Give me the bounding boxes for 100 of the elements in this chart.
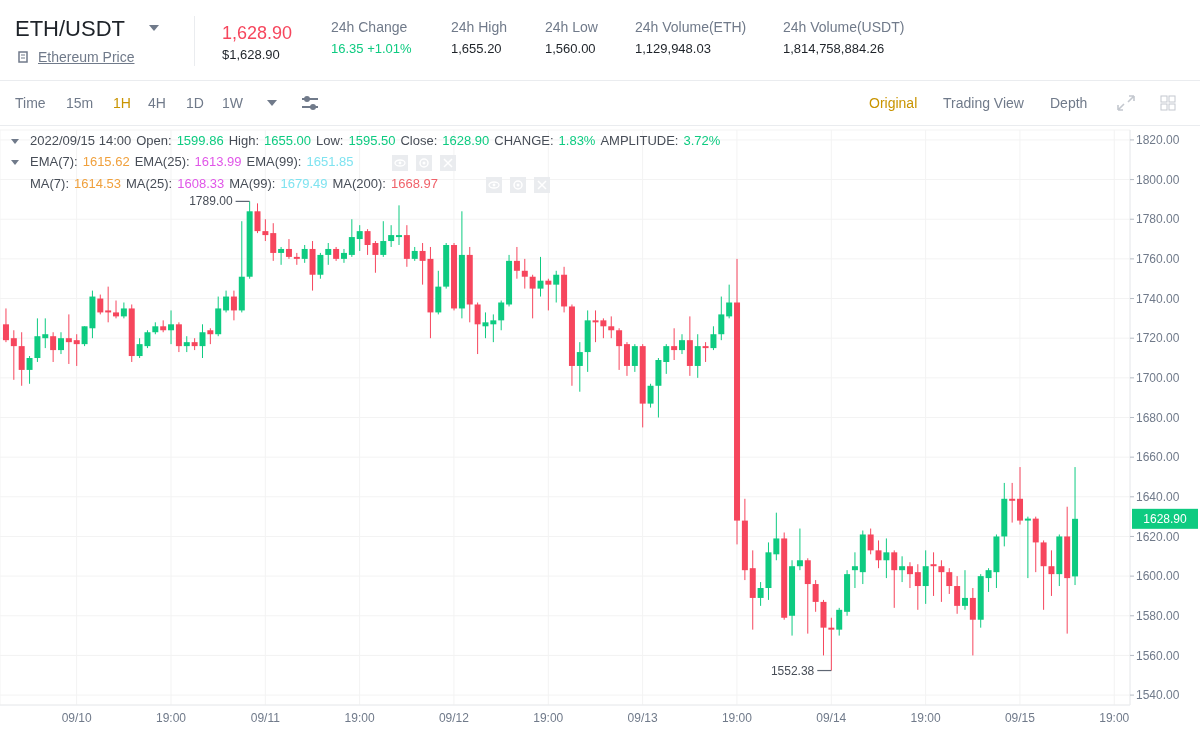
candlestick	[867, 528, 874, 555]
candlestick	[694, 333, 701, 379]
annotation: 1613.99	[194, 154, 242, 170]
candlestick	[828, 617, 835, 672]
candlestick	[663, 343, 670, 375]
candlestick	[380, 220, 387, 258]
text: 4H	[148, 95, 166, 112]
candlestick	[851, 551, 858, 589]
text: Depth	[1050, 95, 1088, 112]
candlestick	[199, 323, 206, 359]
candlestick	[906, 561, 913, 589]
annotation: 1789.00	[189, 194, 233, 209]
candlestick	[105, 286, 112, 323]
chart-title: ETH/USDT	[15, 16, 125, 42]
y-tick-label: 1820.00	[1136, 133, 1180, 148]
annotation: 1599.86	[176, 133, 224, 149]
candlestick	[647, 383, 654, 409]
candlestick	[34, 317, 41, 363]
candlestick	[938, 559, 945, 603]
candlestick	[616, 327, 623, 371]
candlestick	[946, 567, 953, 595]
text: 24h High	[451, 19, 508, 36]
candlestick	[702, 341, 709, 363]
y-tick-label: 1640.00	[1136, 490, 1180, 505]
candlestick	[812, 579, 819, 613]
y-tick-label: 1800.00	[1136, 172, 1180, 187]
candlestick	[1048, 549, 1055, 597]
annotation: MA(99):	[229, 176, 276, 192]
text: 24h Volume(USDT)	[783, 19, 905, 36]
candlestick	[325, 242, 332, 266]
text: 1H	[113, 95, 131, 112]
candlestick	[899, 555, 906, 583]
candlestick	[537, 256, 544, 298]
y-tick-label: 1760.00	[1136, 252, 1180, 267]
annotation: EMA(25):	[134, 154, 190, 170]
candlestick	[490, 313, 497, 343]
y-tick-label: 1740.00	[1136, 291, 1180, 306]
candlestick	[875, 539, 882, 569]
candlestick	[679, 333, 685, 355]
annotation: EMA(7):	[30, 154, 78, 170]
candlestick	[804, 557, 811, 635]
candlestick	[631, 343, 638, 373]
candlestick	[513, 246, 520, 280]
candlestick	[1040, 539, 1047, 611]
x-tick-label: 09/12	[438, 710, 470, 725]
annotation: 3.72%	[683, 133, 721, 149]
annotation: 1595.50	[348, 133, 396, 149]
annotation: 1615.62	[82, 154, 130, 170]
candlestick	[529, 274, 536, 319]
x-tick-label: 09/15	[1004, 710, 1036, 725]
text: 1,814,758,884.26	[783, 41, 885, 57]
y-tick-label: 1580.00	[1136, 609, 1180, 624]
candlestick	[914, 563, 921, 611]
text: Trading View	[943, 95, 1024, 112]
candlestick	[757, 581, 764, 607]
candlestick	[836, 607, 843, 637]
candlestick	[718, 296, 725, 341]
y-tick-label: 1700.00	[1136, 371, 1180, 386]
candlestick	[608, 315, 615, 339]
candlestick	[168, 309, 175, 345]
annotation: 1608.33	[177, 176, 225, 192]
candlestick	[726, 284, 733, 319]
candlestick	[50, 331, 57, 363]
text: 1628.90	[1143, 511, 1188, 526]
annotation: 1668.97	[390, 176, 438, 192]
candlestick	[388, 224, 395, 248]
annotation: 1655.00	[264, 133, 311, 149]
text: 1,655.20	[451, 41, 502, 57]
candlestick	[1009, 482, 1016, 524]
candlestick	[576, 341, 583, 393]
candlestick	[521, 258, 528, 290]
annotation: 1628.90	[442, 133, 490, 149]
candlestick	[356, 224, 363, 252]
candlestick	[930, 551, 937, 597]
text: 1D	[186, 95, 204, 112]
y-tick-label: 1780.00	[1136, 212, 1180, 227]
candlestick	[961, 569, 968, 611]
text: 1W	[222, 95, 243, 112]
candlestick	[954, 575, 961, 615]
candlestick	[223, 290, 230, 313]
text: 24h Volume(ETH)	[635, 19, 747, 36]
text: Time	[15, 95, 46, 112]
annotation: 1.83%	[558, 133, 596, 149]
annotation: AMPLITUDE:	[600, 133, 679, 149]
candlestick	[1024, 516, 1031, 579]
candlestick	[883, 537, 890, 579]
candlestick	[10, 329, 17, 381]
annotation: 1679.49	[280, 176, 328, 192]
candlestick	[922, 549, 929, 605]
candlestick	[285, 238, 292, 260]
text: 1,628.90	[222, 23, 293, 45]
candlestick	[671, 327, 678, 361]
text: Ethereum Price	[38, 49, 135, 66]
annotation: Low:	[316, 133, 344, 149]
x-tick-label: 19:00	[344, 710, 375, 725]
y-tick-label: 1720.00	[1136, 331, 1180, 346]
candlestick	[340, 248, 347, 264]
annotation: 1651.85	[306, 154, 354, 170]
x-tick-label: 19:00	[1099, 710, 1130, 725]
candlestick	[262, 218, 269, 242]
